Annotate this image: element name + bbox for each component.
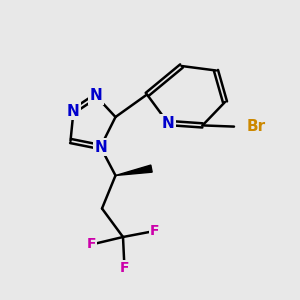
Text: N: N bbox=[94, 140, 107, 154]
Text: N: N bbox=[67, 103, 80, 118]
Text: F: F bbox=[87, 238, 96, 251]
Text: N: N bbox=[162, 116, 174, 130]
Text: Br: Br bbox=[247, 119, 266, 134]
Text: F: F bbox=[120, 262, 129, 275]
Text: N: N bbox=[90, 88, 102, 104]
Text: F: F bbox=[150, 224, 159, 238]
Polygon shape bbox=[116, 165, 152, 175]
